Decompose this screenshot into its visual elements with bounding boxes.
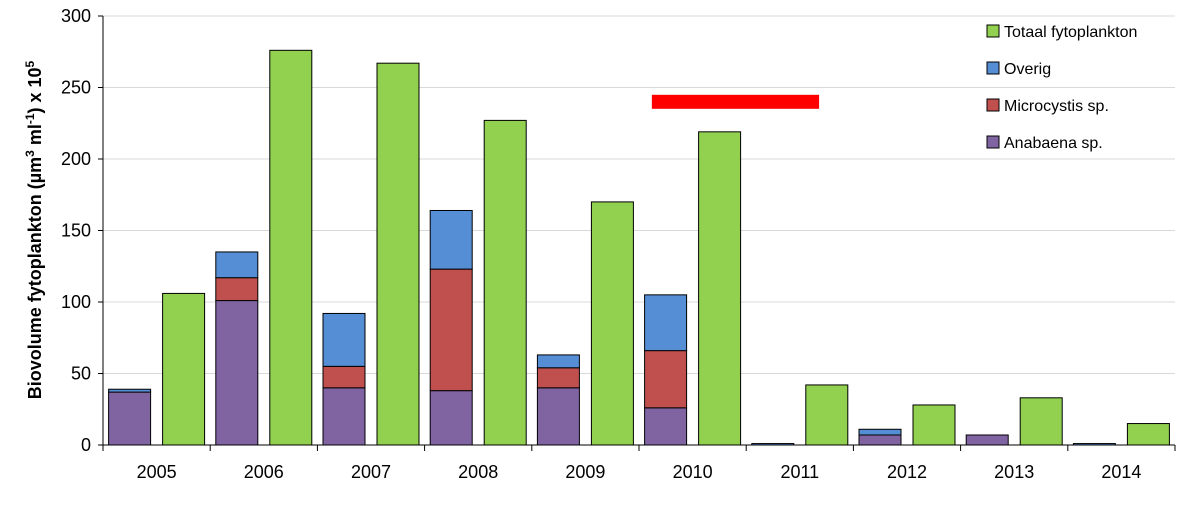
legend-label: Microcystis sp. bbox=[1004, 98, 1109, 115]
bars bbox=[108, 49, 1170, 446]
y-tick-label: 150 bbox=[61, 221, 91, 241]
bar-anabaena-sp--2005 bbox=[108, 391, 152, 446]
bar-anabaena-sp--2012 bbox=[858, 434, 902, 446]
bar-microcystis-sp--2010 bbox=[644, 350, 688, 409]
x-tick-label: 2010 bbox=[673, 462, 713, 482]
bar-anabaena-sp--2006 bbox=[215, 300, 259, 446]
y-tick-labels: 0 50 100 150 200 250 300 bbox=[61, 6, 91, 455]
bar-totaal-fytoplankton-2011 bbox=[805, 384, 849, 446]
bar-microcystis-sp--2006 bbox=[215, 277, 259, 302]
y-tick-label: 0 bbox=[81, 435, 91, 455]
bar-totaal-fytoplankton-2009 bbox=[590, 201, 634, 446]
bar-anabaena-sp--2008 bbox=[429, 390, 473, 446]
x-tick-labels: 2005 2006 2007 2008 2009 2010 2011 2012 2013 2014 bbox=[137, 462, 1142, 482]
bar-totaal-fytoplankton-2008 bbox=[483, 119, 527, 446]
bar-microcystis-sp--2008 bbox=[429, 268, 473, 392]
bar-totaal-fytoplankton-2014 bbox=[1126, 423, 1170, 446]
x-tick-label: 2005 bbox=[137, 462, 177, 482]
x-tick-label: 2011 bbox=[780, 462, 819, 482]
legend-swatch bbox=[986, 61, 1000, 75]
x-tick-label: 2007 bbox=[351, 462, 391, 482]
legend-swatch bbox=[986, 98, 1000, 112]
bar-totaal-fytoplankton-2006 bbox=[269, 49, 313, 446]
legend-label: Totaal fytoplankton bbox=[1004, 24, 1137, 41]
legend-swatch bbox=[986, 135, 1000, 149]
y-tick-label: 250 bbox=[61, 78, 91, 98]
bar-microcystis-sp--2009 bbox=[536, 367, 580, 389]
legend: Totaal fytoplankton Overig Microcystis sp.… bbox=[986, 24, 1137, 152]
bar-totaal-fytoplankton-2010 bbox=[698, 131, 742, 446]
bar-microcystis-sp--2007 bbox=[322, 365, 366, 389]
bar-overig-2007 bbox=[322, 312, 366, 367]
bar-anabaena-sp--2009 bbox=[536, 387, 580, 446]
bar-overig-2006 bbox=[215, 251, 259, 279]
bar-anabaena-sp--2010 bbox=[644, 407, 688, 446]
x-tick-label: 2014 bbox=[1101, 462, 1141, 482]
x-tick-label: 2008 bbox=[458, 462, 498, 482]
legend-swatch bbox=[986, 24, 1000, 38]
bar-overig-2009 bbox=[536, 354, 580, 369]
bar-anabaena-sp--2007 bbox=[322, 387, 366, 446]
legend-label: Anabaena sp. bbox=[1004, 135, 1103, 152]
bar-totaal-fytoplankton-2005 bbox=[162, 292, 206, 446]
y-tick-label: 100 bbox=[61, 292, 91, 312]
bar-overig-2008 bbox=[429, 209, 473, 270]
y-tick-label: 50 bbox=[71, 364, 91, 384]
bar-overig-2012 bbox=[858, 428, 902, 436]
x-tick-label: 2009 bbox=[565, 462, 605, 482]
y-axis-label: Biovolume fytoplankton (µm3 ml-1) x 105 bbox=[23, 60, 45, 399]
axes bbox=[98, 15, 1176, 451]
x-tick-label: 2013 bbox=[994, 462, 1034, 482]
legend-label: Overig bbox=[1004, 61, 1051, 78]
y-tick-label: 300 bbox=[61, 6, 91, 26]
bar-overig-2010 bbox=[644, 294, 688, 352]
y-tick-label: 200 bbox=[61, 149, 91, 169]
x-tick-label: 2006 bbox=[244, 462, 284, 482]
x-tick-label: 2012 bbox=[887, 462, 927, 482]
bar-totaal-fytoplankton-2013 bbox=[1019, 397, 1063, 446]
bar-totaal-fytoplankton-2007 bbox=[376, 62, 420, 446]
bar-anabaena-sp--2013 bbox=[965, 434, 1009, 446]
bar-overig-2005 bbox=[108, 388, 152, 393]
bar-totaal-fytoplankton-2012 bbox=[912, 404, 956, 446]
red-highlight-bar bbox=[651, 94, 820, 109]
